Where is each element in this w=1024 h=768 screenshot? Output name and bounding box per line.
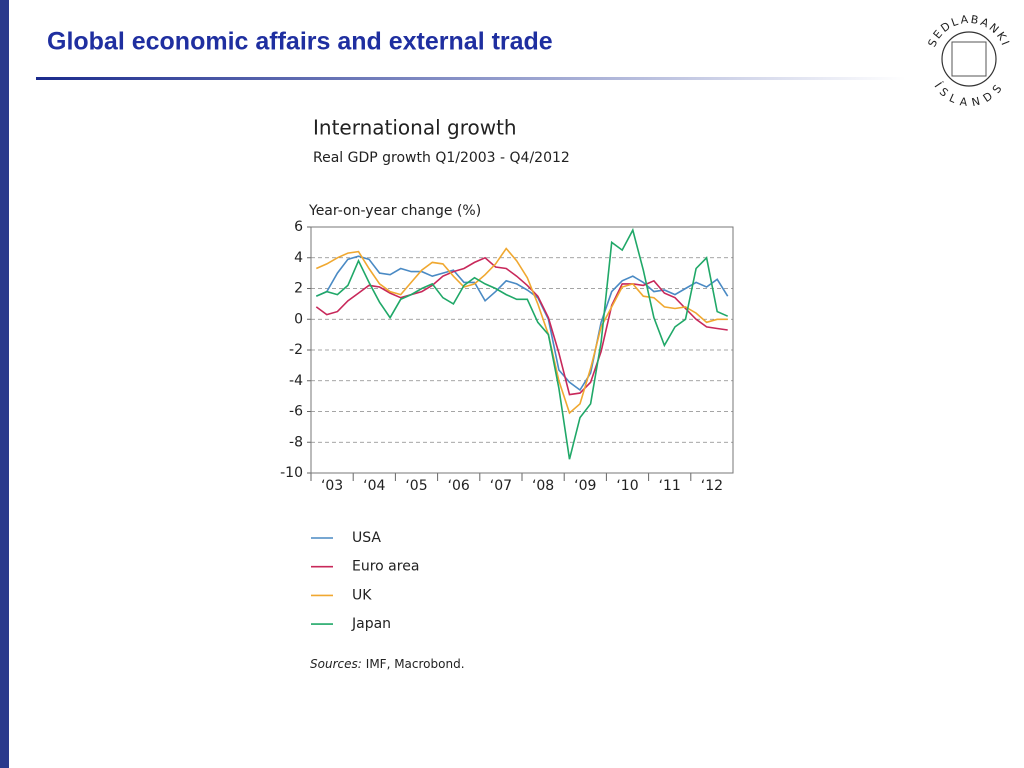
x-tick-label: ‘09	[574, 478, 596, 494]
y-axis-label: Year-on-year change (%)	[308, 203, 481, 219]
slide-title: Global economic affairs and external tra…	[47, 28, 553, 56]
x-tick-label: ‘10	[616, 478, 638, 494]
y-tick-label: -2	[289, 342, 303, 358]
logo: SEDLABANKI ÍSLANDS	[925, 13, 1012, 110]
side-bar	[0, 0, 9, 768]
logo-top: SEDLABANKI	[925, 13, 1012, 49]
series-line	[315, 256, 728, 396]
source: Sources: IMF, Macrobond.	[310, 657, 465, 671]
source-label: Sources:	[310, 657, 362, 671]
plot-frame	[310, 226, 734, 474]
series-line	[315, 255, 729, 392]
series-line	[315, 227, 729, 460]
legend-label: Japan	[351, 616, 391, 632]
y-tick-label: -4	[289, 373, 303, 389]
legend-label: Euro area	[352, 559, 419, 575]
logo-shield	[951, 41, 987, 77]
chart-title: International growth	[313, 116, 517, 140]
y-tick-label: 0	[294, 311, 303, 327]
x-tick-label: ‘12	[701, 478, 723, 494]
x-tick-label: ‘06	[448, 478, 470, 494]
chart-subtitle: Real GDP growth Q1/2003 - Q4/2012	[313, 150, 570, 166]
logo-top-text: SEDLABANKI	[925, 13, 1010, 49]
series-line	[315, 247, 728, 415]
x-tick-label: ‘07	[490, 478, 512, 494]
x-tick-label: ‘08	[532, 478, 554, 494]
y-tick-label: 4	[294, 250, 303, 266]
source-text: IMF, Macrobond.	[366, 657, 465, 671]
x-tick-label: ‘11	[659, 478, 681, 494]
legend-label: USA	[352, 530, 381, 546]
y-tick-label: 6	[294, 219, 303, 235]
x-tick-label: ‘03	[321, 478, 343, 494]
y-tick-label: -6	[289, 404, 303, 420]
logo-bottom: ÍSLANDS	[932, 80, 1007, 109]
logo-ring	[941, 31, 997, 87]
y-tick-label: -8	[289, 434, 303, 450]
x-tick-label: ‘05	[405, 478, 427, 494]
title-rule	[36, 77, 906, 80]
y-tick-label: -10	[280, 465, 303, 481]
legend-label: UK	[352, 587, 372, 603]
x-tick-label: ‘04	[363, 478, 385, 494]
logo-bottom-text: ÍSLANDS	[932, 80, 1004, 109]
y-tick-label: 2	[294, 281, 303, 297]
